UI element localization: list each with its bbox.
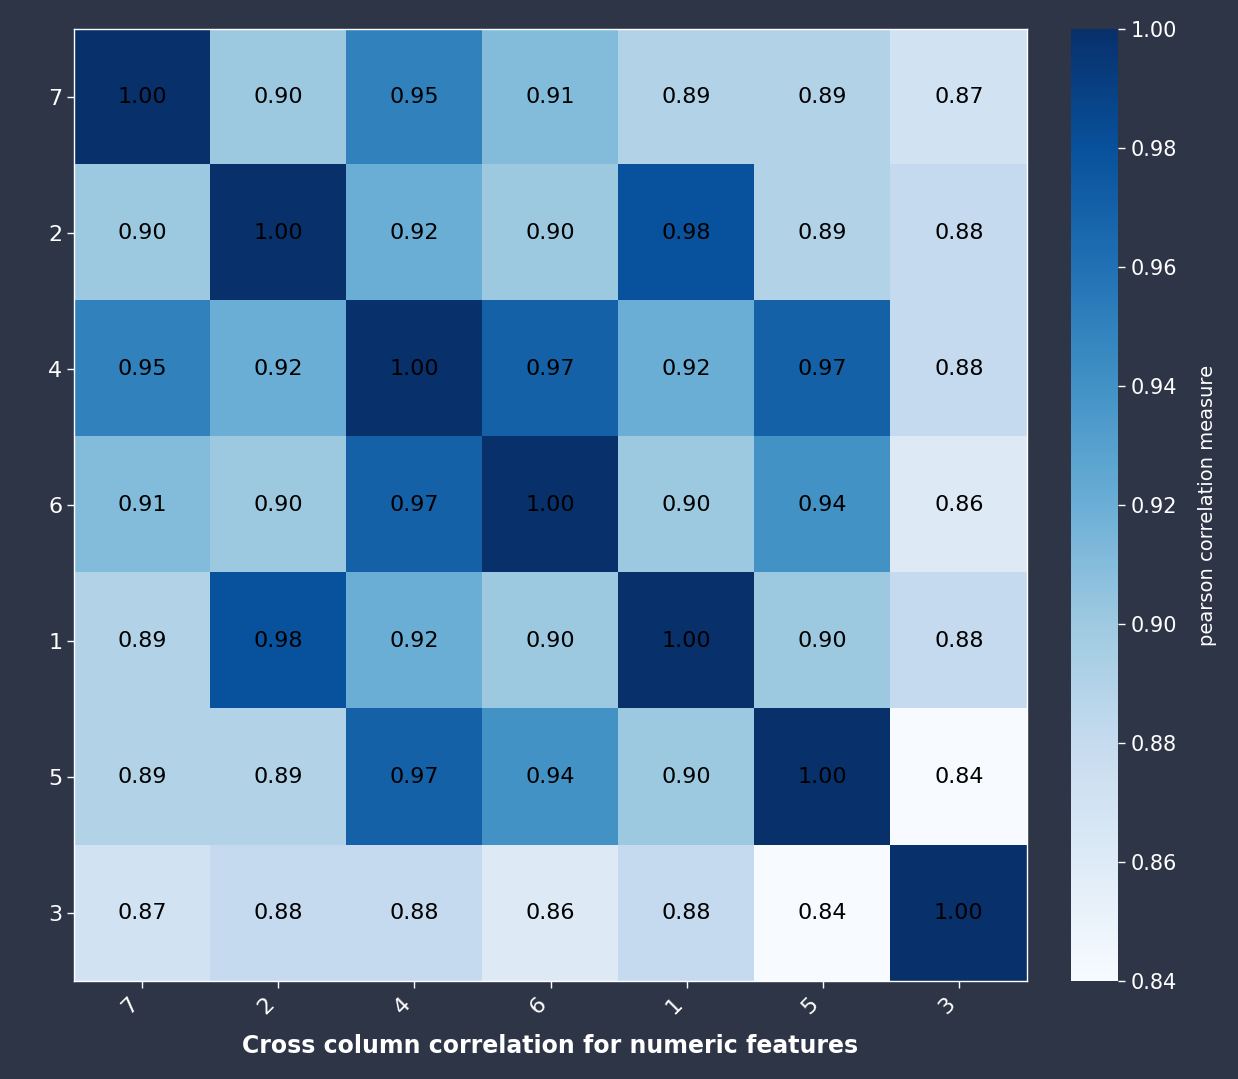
Text: 0.88: 0.88 — [933, 359, 983, 379]
Text: 0.89: 0.89 — [799, 223, 848, 243]
Text: 0.87: 0.87 — [933, 87, 983, 107]
Text: 0.97: 0.97 — [526, 359, 576, 379]
Text: 0.90: 0.90 — [662, 767, 712, 788]
Text: 1.00: 1.00 — [254, 223, 303, 243]
Text: 0.86: 0.86 — [933, 495, 983, 515]
Text: 0.92: 0.92 — [390, 631, 439, 652]
Text: 0.98: 0.98 — [662, 223, 712, 243]
Text: 1.00: 1.00 — [933, 903, 984, 924]
Text: 0.91: 0.91 — [118, 495, 167, 515]
Text: 0.92: 0.92 — [390, 223, 439, 243]
Text: 0.87: 0.87 — [118, 903, 167, 924]
Text: 1.00: 1.00 — [118, 87, 167, 107]
Text: 0.88: 0.88 — [662, 903, 712, 924]
Text: 0.90: 0.90 — [118, 223, 167, 243]
Text: 0.89: 0.89 — [118, 767, 167, 788]
Text: 0.90: 0.90 — [662, 495, 712, 515]
Text: 0.88: 0.88 — [390, 903, 439, 924]
Text: 0.89: 0.89 — [254, 767, 303, 788]
Text: 1.00: 1.00 — [797, 767, 848, 788]
Text: 1.00: 1.00 — [526, 495, 576, 515]
Text: 0.88: 0.88 — [254, 903, 303, 924]
X-axis label: Cross column correlation for numeric features: Cross column correlation for numeric fea… — [243, 1034, 859, 1058]
Text: 0.90: 0.90 — [526, 631, 576, 652]
Text: 0.90: 0.90 — [254, 87, 303, 107]
Text: 0.89: 0.89 — [118, 631, 167, 652]
Text: 0.97: 0.97 — [799, 359, 848, 379]
Text: 0.90: 0.90 — [797, 631, 848, 652]
Y-axis label: pearson correlation measure: pearson correlation measure — [1197, 365, 1217, 645]
Text: 1.00: 1.00 — [390, 359, 439, 379]
Text: 0.89: 0.89 — [662, 87, 712, 107]
Text: 0.97: 0.97 — [390, 767, 439, 788]
Text: 1.00: 1.00 — [662, 631, 712, 652]
Text: 0.86: 0.86 — [526, 903, 576, 924]
Text: 0.97: 0.97 — [390, 495, 439, 515]
Text: 0.84: 0.84 — [933, 767, 983, 788]
Text: 0.90: 0.90 — [254, 495, 303, 515]
Text: 0.89: 0.89 — [799, 87, 848, 107]
Text: 0.84: 0.84 — [799, 903, 848, 924]
Text: 0.98: 0.98 — [254, 631, 303, 652]
Text: 0.88: 0.88 — [933, 223, 983, 243]
Text: 0.91: 0.91 — [526, 87, 576, 107]
Text: 0.95: 0.95 — [118, 359, 167, 379]
Text: 0.95: 0.95 — [390, 87, 439, 107]
Text: 0.94: 0.94 — [799, 495, 848, 515]
Text: 0.94: 0.94 — [526, 767, 576, 788]
Text: 0.90: 0.90 — [526, 223, 576, 243]
Text: 0.92: 0.92 — [254, 359, 303, 379]
Text: 0.88: 0.88 — [933, 631, 983, 652]
Text: 0.92: 0.92 — [662, 359, 712, 379]
